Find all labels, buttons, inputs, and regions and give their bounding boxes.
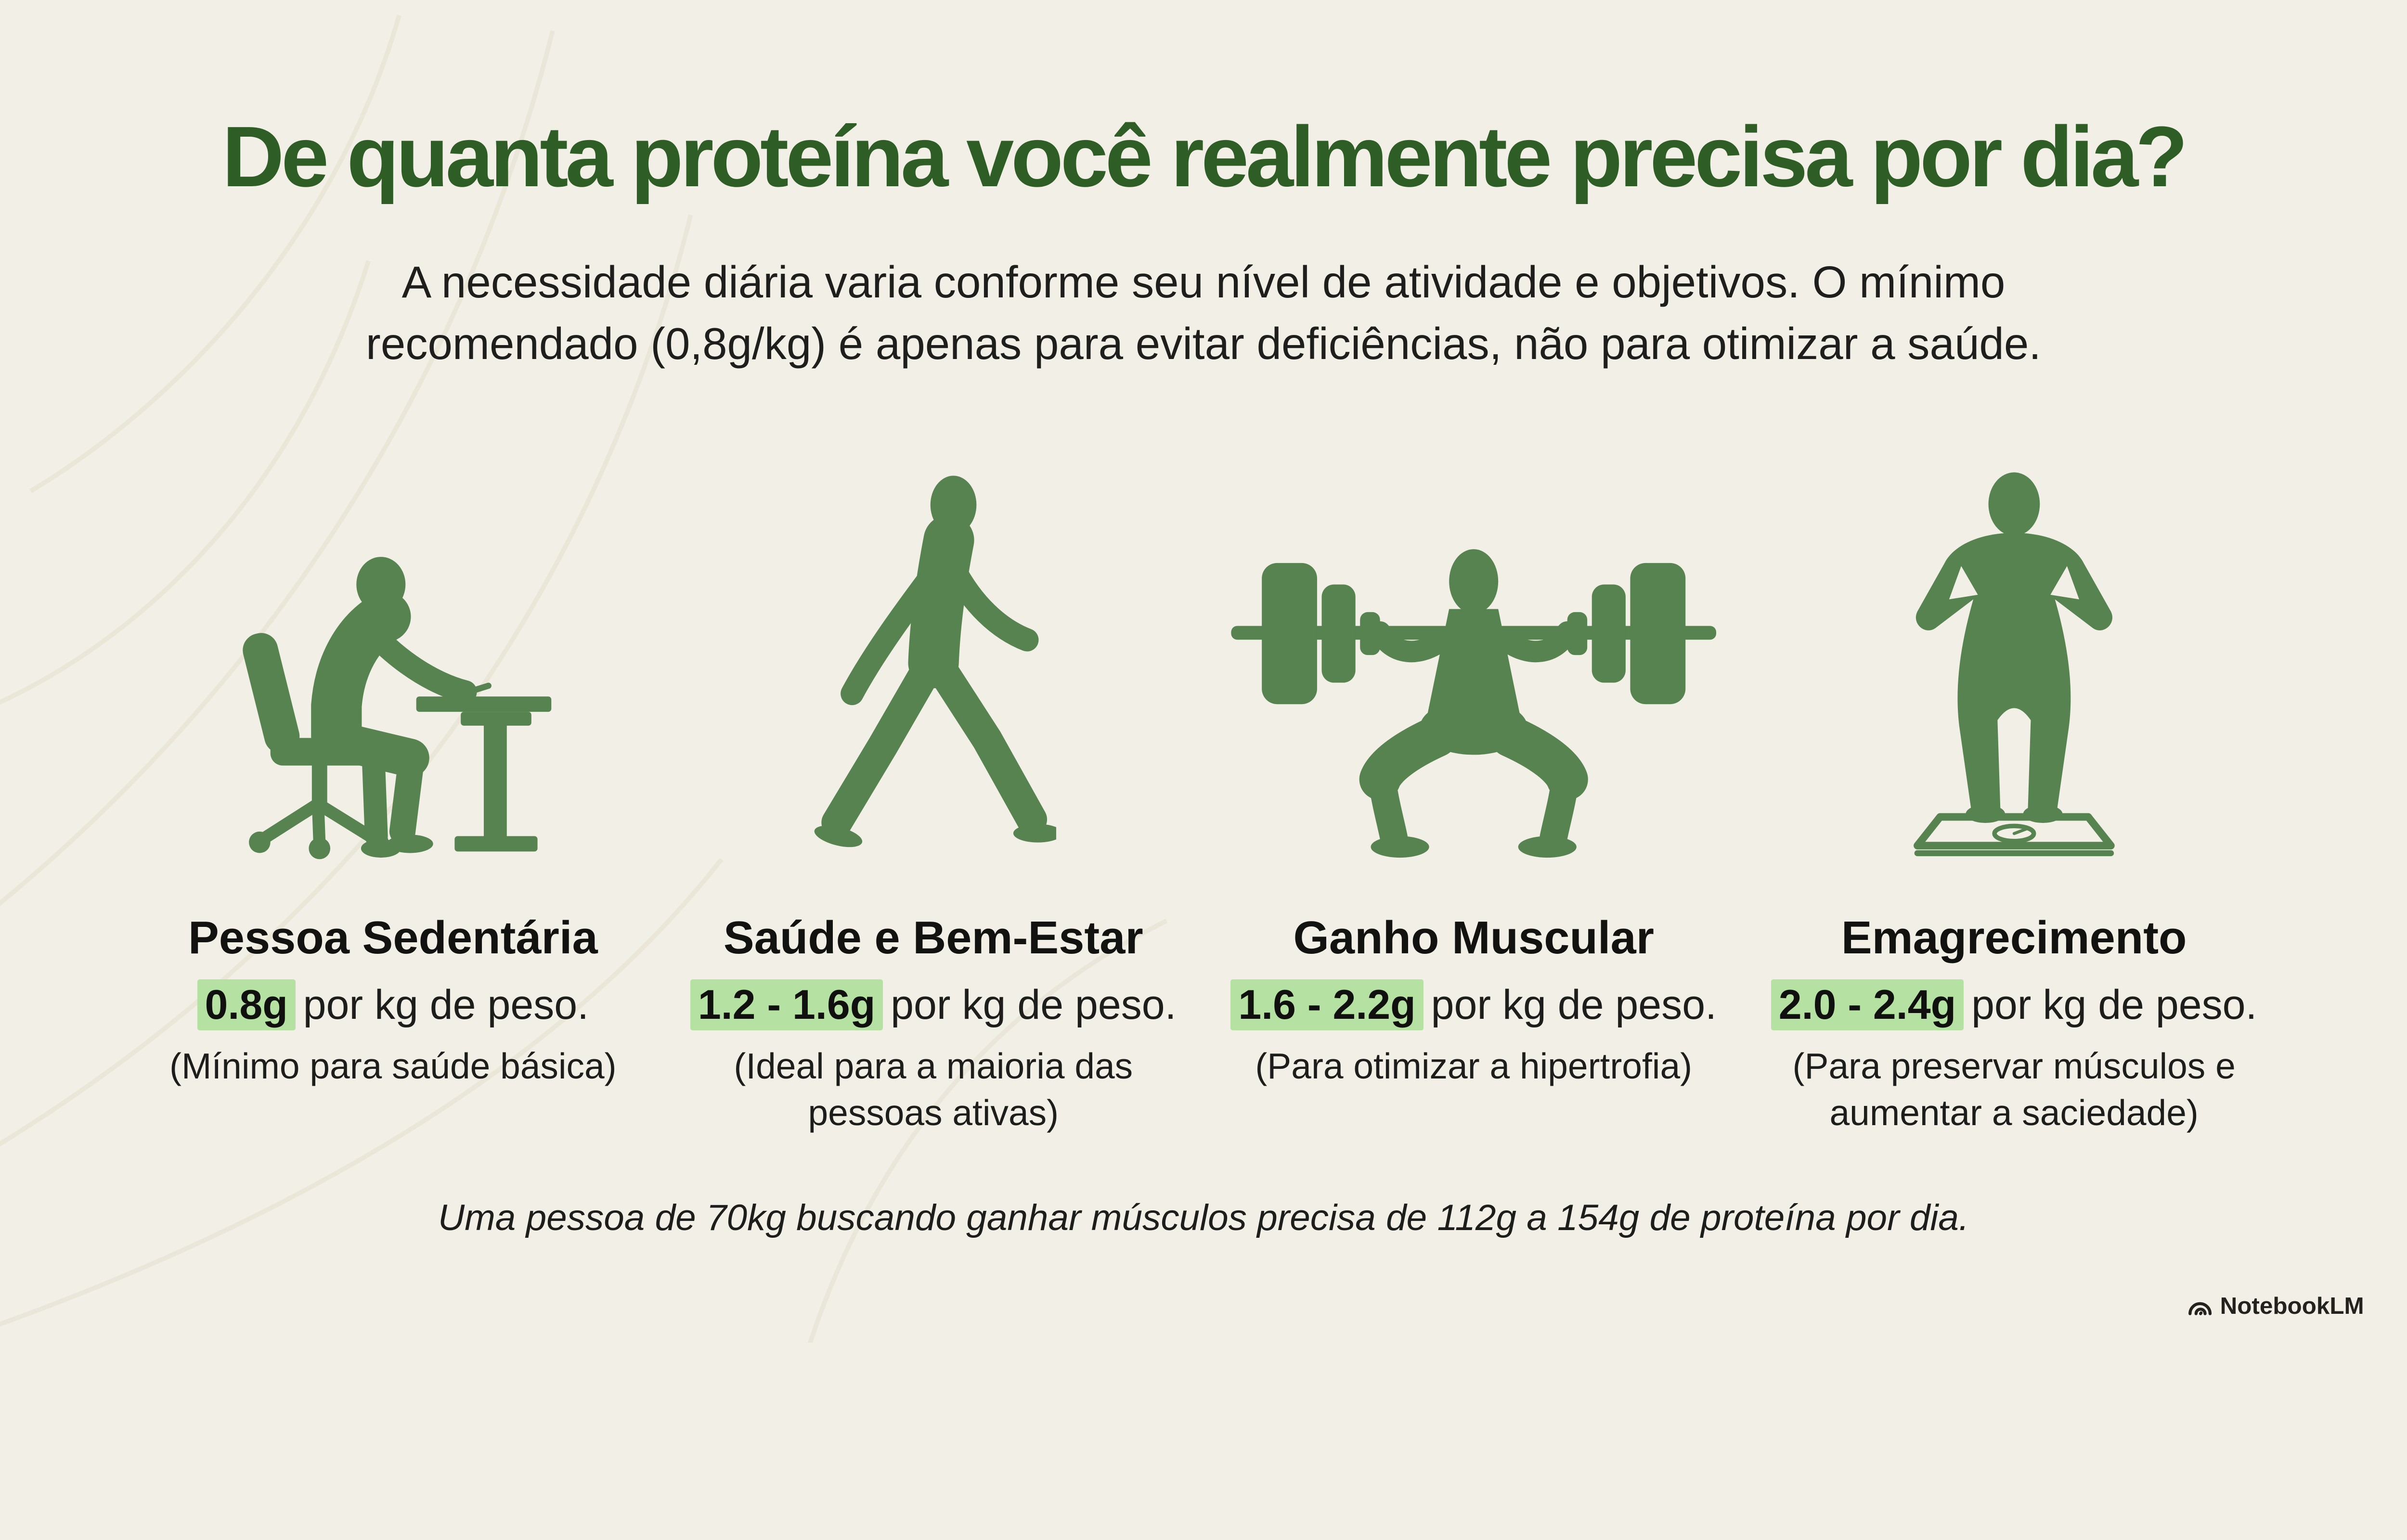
protein-value-highlight: 2.0 - 2.4g <box>1771 979 1964 1030</box>
scale-person-icon <box>1913 472 2115 857</box>
protein-unit: por kg de peso. <box>891 982 1177 1028</box>
example-footnote: Uma pessoa de 70kg buscando ganhar múscu… <box>438 1197 1969 1239</box>
notebooklm-wordmark: NotebookLM <box>2220 1292 2364 1319</box>
category-value-line: 2.0 - 2.4g por kg de peso. <box>1771 979 2257 1030</box>
protein-unit: por kg de peso. <box>303 982 589 1028</box>
category-value-line: 1.2 - 1.6g por kg de peso. <box>690 979 1177 1030</box>
protein-unit: por kg de peso. <box>1971 982 2257 1028</box>
protein-unit: por kg de peso. <box>1431 982 1717 1028</box>
category-title: Ganho Muscular <box>1293 912 1654 964</box>
category-note: (Para preservar músculos e aumentar a sa… <box>1792 1045 2236 1133</box>
category-note: (Ideal para a maioria das pessoas ativas… <box>734 1045 1133 1133</box>
category-card-sedentary: Pessoa Sedentária 0.8g por kg de peso. (M… <box>138 461 648 1137</box>
page-title: De quanta proteína você realmente precis… <box>222 108 2187 205</box>
protein-value-highlight: 1.2 - 1.6g <box>690 979 883 1030</box>
page-subtitle: A necessidade diária varia conforme seu … <box>366 257 2041 369</box>
categories-grid: Pessoa Sedentária 0.8g por kg de peso. (M… <box>138 461 2269 1137</box>
notebooklm-logo-icon <box>2188 1302 2212 1316</box>
category-note: (Mínimo para saúde básica) <box>169 1045 617 1086</box>
protein-value-highlight: 0.8g <box>197 979 296 1030</box>
icon-box <box>811 461 1056 862</box>
icon-box <box>1886 461 2143 862</box>
category-card-weight-loss: Emagrecimento 2.0 - 2.4g por kg de peso. … <box>1759 461 2269 1137</box>
icon-box <box>232 461 555 862</box>
category-card-muscle-gain: Ganho Muscular 1.6 - 2.2g por kg de peso.… <box>1219 461 1729 1137</box>
desk-worker-icon <box>242 557 551 860</box>
protein-value-highlight: 1.6 - 2.2g <box>1230 979 1423 1030</box>
category-value-line: 1.6 - 2.2g por kg de peso. <box>1230 979 1717 1030</box>
barbell-squat-icon <box>1231 549 1717 858</box>
category-value-line: 0.8g por kg de peso. <box>197 979 589 1030</box>
infographic-canvas: De quanta proteína você realmente precis… <box>0 14 2364 1343</box>
category-note: (Para otimizar a hipertrofia) <box>1255 1045 1693 1086</box>
category-title: Emagrecimento <box>1841 912 2187 964</box>
icon-box <box>1228 461 1719 862</box>
category-title: Saúde e Bem-Estar <box>723 912 1143 964</box>
notebooklm-brand: NotebookLM <box>2187 1292 2364 1320</box>
walking-person-icon <box>814 475 1056 847</box>
category-card-wellness: Saúde e Bem-Estar 1.2 - 1.6g por kg de pe… <box>678 461 1188 1137</box>
category-title: Pessoa Sedentária <box>188 912 598 964</box>
